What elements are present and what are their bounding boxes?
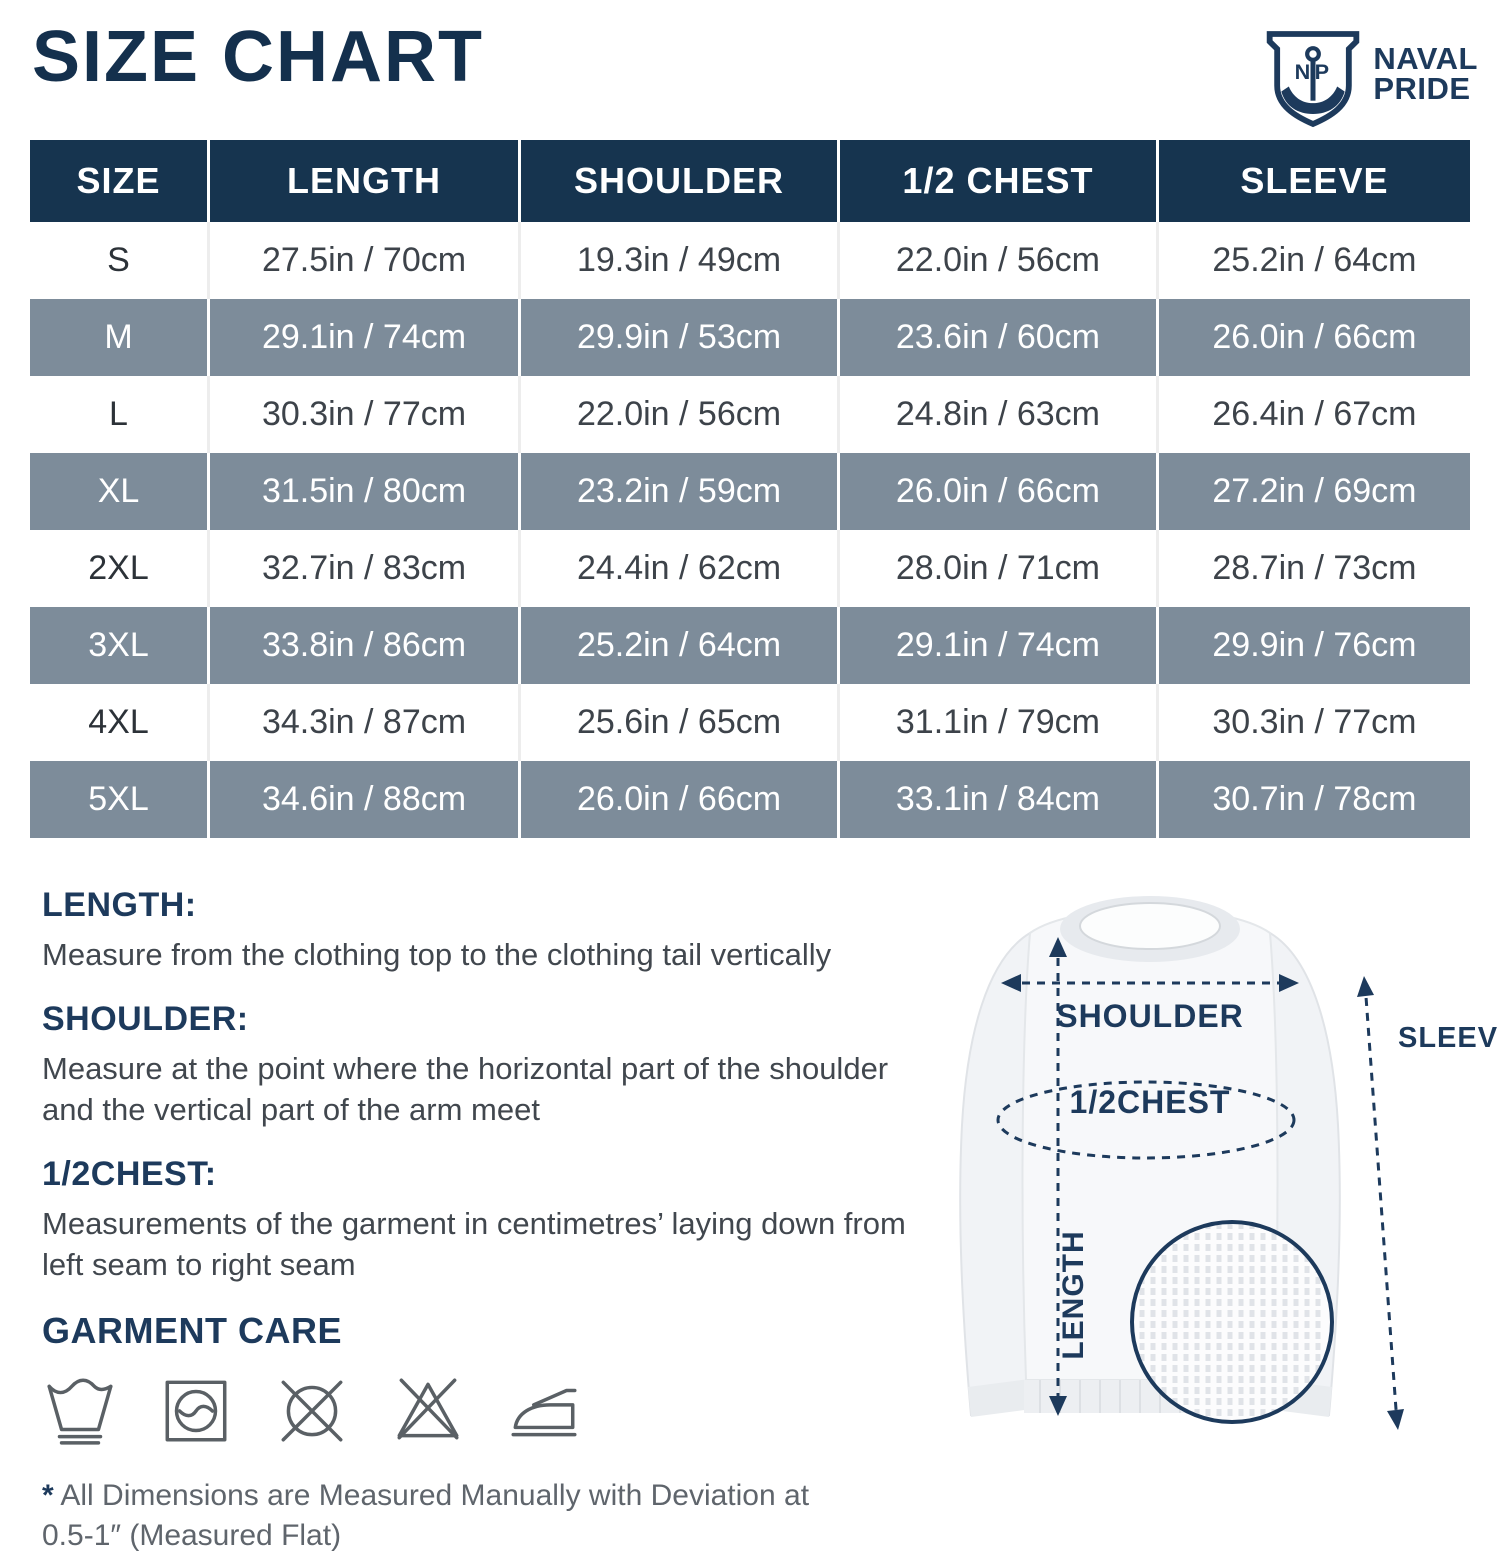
disclaimer-body: All Dimensions are Measured Manually wit… (42, 1478, 810, 1553)
size-cell: 2XL (30, 530, 210, 607)
svg-text:N: N (1295, 59, 1311, 84)
size-cell: XL (30, 453, 210, 530)
measurement-cell: 30.3in / 77cm (210, 376, 522, 453)
sleeve-arrow (1363, 982, 1399, 1424)
do-not-dry-clean-icon (281, 1380, 343, 1442)
iron-icon (511, 1388, 577, 1436)
sweatshirt-diagram: SHOULDER 1/2CHEST LENGTH SLEEVE (935, 875, 1500, 1500)
shoulder-label: SHOULDER (1056, 998, 1244, 1034)
table-header-row: SIZE LENGTH SHOULDER 1/2 CHEST SLEEVE (30, 140, 1470, 222)
measurement-cell: 33.1in / 84cm (840, 761, 1159, 838)
size-table: SIZE LENGTH SHOULDER 1/2 CHEST SLEEVE S … (30, 140, 1470, 838)
half-chest-ellipse (996, 1080, 1296, 1160)
garment-care-icons (42, 1370, 937, 1450)
garment-care-heading: GARMENT CARE (42, 1309, 342, 1351)
measurement-notes: LENGTH: Measure from the clothing top to… (42, 886, 937, 1557)
measurement-cell: 29.9in / 53cm (521, 299, 840, 376)
measurement-cell: 28.0in / 71cm (840, 530, 1159, 607)
size-cell: L (30, 376, 210, 453)
measurement-cell: 27.2in / 69cm (1212, 472, 1417, 510)
measurement-cell: 30.7in / 78cm (1212, 780, 1417, 818)
table-row: 3XL 33.8in / 86cm 25.2in / 64cm 29.1in /… (30, 607, 1470, 684)
size-cell: S (30, 222, 210, 299)
measurement-cell: 29.1in / 74cm (840, 607, 1159, 684)
size-cell: 5XL (30, 761, 210, 838)
measurement-cell: 34.6in / 88cm (210, 761, 522, 838)
sleeve-label: SLEEVE (1398, 1022, 1500, 1054)
measurement-cell: 29.9in / 76cm (1212, 626, 1417, 664)
measurement-cell: 34.3in / 87cm (210, 684, 522, 761)
wash-tub-icon (47, 1378, 113, 1445)
measurement-cell: 22.0in / 56cm (521, 376, 840, 453)
note-heading-half-chest: 1/2CHEST: (42, 1154, 217, 1193)
half-chest-label: 1/2CHEST (1070, 1084, 1231, 1120)
note-heading-shoulder: SHOULDER: (42, 999, 249, 1038)
asterisk-marker: * (42, 1478, 54, 1512)
note-body-half-chest: Measurements of the garment in centimetr… (42, 1205, 906, 1282)
measurement-cell: 27.5in / 70cm (210, 222, 522, 299)
brand-name-line2: PRIDE (1373, 71, 1471, 106)
note-body-length: Measure from the clothing top to the clo… (42, 937, 832, 972)
measurement-cell: 26.4in / 67cm (1212, 395, 1417, 433)
column-header: SIZE (30, 140, 210, 222)
do-not-bleach-icon (397, 1378, 459, 1439)
measurement-cell: 31.1in / 79cm (840, 684, 1159, 761)
table-row: 5XL 34.6in / 88cm 26.0in / 66cm 33.1in /… (30, 761, 1470, 838)
measurement-cell: 23.6in / 60cm (840, 299, 1159, 376)
svg-text:P: P (1315, 59, 1329, 84)
size-chart-page: SIZE CHART N P NAVAL PRIDE SIZE LENGTH S… (30, 17, 1500, 1552)
table-row: XL 31.5in / 80cm 23.2in / 59cm 26.0in / … (30, 453, 1470, 530)
length-label: LENGTH (1057, 1230, 1090, 1359)
measurement-cell: 24.8in / 63cm (840, 376, 1159, 453)
table-row: 4XL 34.3in / 87cm 25.6in / 65cm 31.1in /… (30, 684, 1470, 761)
brand-name-line1: NAVAL (1373, 40, 1478, 76)
size-cell: M (30, 299, 210, 376)
measurement-cell: 25.2in / 64cm (1212, 241, 1417, 279)
measurement-cell: 28.7in / 73cm (1212, 549, 1417, 587)
measurement-cell: 33.8in / 86cm (210, 607, 522, 684)
fabric-zoom-circle (1130, 1220, 1334, 1424)
table-row: 2XL 32.7in / 83cm 24.4in / 62cm 28.0in /… (30, 530, 1470, 607)
size-cell: 4XL (30, 684, 210, 761)
naval-pride-logo: N P NAVAL PRIDE (1263, 18, 1478, 130)
measurement-cell: 31.5in / 80cm (210, 453, 522, 530)
table-row: S 27.5in / 70cm 19.3in / 49cm 22.0in / 5… (30, 222, 1470, 299)
size-cell: 3XL (30, 607, 210, 684)
sweatshirt-illustration (959, 896, 1341, 1417)
arrowheads (1001, 937, 1404, 1430)
column-header: 1/2 CHEST (840, 140, 1159, 222)
column-header: SLEEVE (1240, 160, 1389, 201)
measurement-cell: 29.1in / 74cm (210, 299, 522, 376)
measurement-cell: 26.0in / 66cm (840, 453, 1159, 530)
table-row: L 30.3in / 77cm 22.0in / 56cm 24.8in / 6… (30, 376, 1470, 453)
measurement-cell: 23.2in / 59cm (521, 453, 840, 530)
anchor-shield-icon: N P (1267, 31, 1360, 128)
measurement-cell: 30.3in / 77cm (1212, 703, 1417, 741)
note-body-shoulder: Measure at the point where the horizonta… (42, 1050, 889, 1127)
note-heading-length: LENGTH: (42, 886, 197, 924)
measurement-cell: 24.4in / 62cm (521, 530, 840, 607)
column-header: LENGTH (210, 140, 522, 222)
measurement-cell: 22.0in / 56cm (840, 222, 1159, 299)
measurement-cell: 32.7in / 83cm (210, 530, 522, 607)
machine-wash-icon (165, 1380, 227, 1442)
measurement-cell: 26.0in / 66cm (521, 761, 840, 838)
table-row: M 29.1in / 74cm 29.9in / 53cm 23.6in / 6… (30, 299, 1470, 376)
column-header: SHOULDER (521, 140, 840, 222)
measurement-cell: 25.2in / 64cm (521, 607, 840, 684)
disclaimer-text: * All Dimensions are Measured Manually w… (42, 1476, 852, 1557)
page-title: SIZE CHART (32, 17, 484, 97)
measurement-cell: 19.3in / 49cm (521, 222, 840, 299)
measurement-cell: 26.0in / 66cm (1212, 318, 1417, 356)
measurement-cell: 25.6in / 65cm (521, 684, 840, 761)
